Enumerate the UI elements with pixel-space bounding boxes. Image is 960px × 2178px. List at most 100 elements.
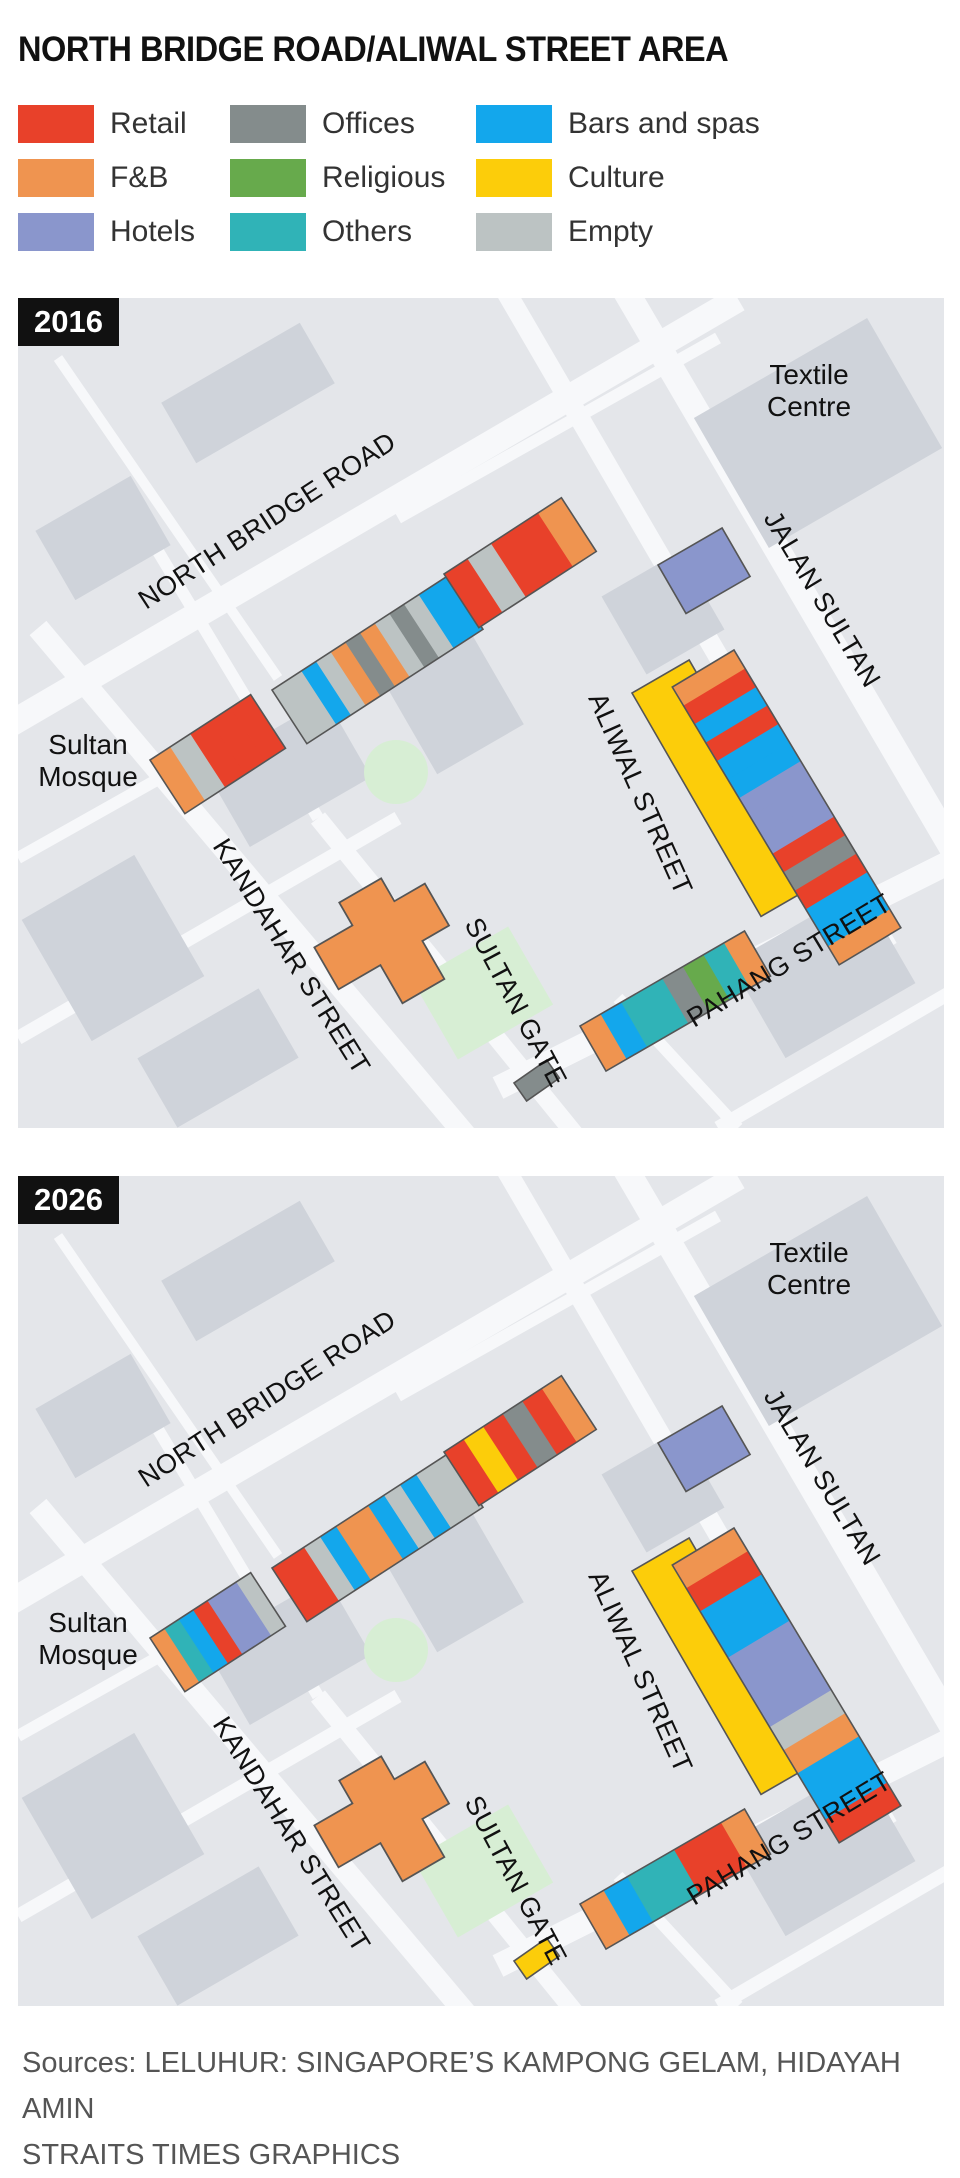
block-sultan-gate-small [512, 1936, 561, 1981]
unit-bars [418, 584, 469, 649]
map-2026: NORTH BRIDGE ROAD JALAN SULTAN ALIWAL ST… [18, 1176, 944, 2006]
block-north-bridge-right [442, 496, 598, 629]
block-outline [442, 1374, 598, 1507]
unit-bars [600, 1002, 648, 1060]
unit-retail [444, 558, 503, 628]
unit-fnb [352, 1505, 404, 1570]
block-pahang [578, 929, 772, 1073]
building-6 [137, 988, 299, 1128]
unit-fnb [721, 1808, 771, 1868]
road-minor-3 [18, 1640, 181, 1742]
legend-swatch-fnb [18, 159, 94, 197]
road-jalan-sultan [614, 298, 944, 860]
block-sultan-gate-small [512, 1058, 561, 1103]
block-outline [578, 1807, 772, 1951]
road-minor-6 [53, 355, 283, 681]
unit-retail [686, 1551, 763, 1612]
year-badge-2016: 2016 [18, 298, 119, 346]
map-2016: NORTH BRIDGE ROAD JALAN SULTAN ALIWAL ST… [18, 298, 944, 1128]
unit-bars [714, 1597, 790, 1658]
unit-empty [286, 670, 337, 735]
label-mosque-line-2: Mosque [38, 761, 138, 792]
block-aliwal-top [656, 526, 752, 615]
unit-fnb [672, 1528, 749, 1589]
road-minor-4 [714, 988, 944, 1128]
block-outline [512, 1936, 561, 1981]
unit-fnb [783, 1713, 860, 1774]
unit-fnb [828, 909, 902, 966]
label-textile-line-2: Centre [767, 1269, 851, 1300]
park-circle [364, 740, 428, 804]
unit-fnb [360, 623, 410, 687]
label-textile-line-1: Textile [769, 1237, 848, 1268]
unit-fnb [537, 497, 597, 567]
block-outline [148, 693, 287, 815]
unit-hotels [207, 1591, 258, 1655]
unit-hotels [750, 779, 824, 836]
unit-retail [772, 816, 846, 873]
block-outline [148, 1571, 287, 1693]
building-1 [161, 1200, 335, 1342]
block-outline [512, 1058, 561, 1103]
legend-swatch-empty [476, 213, 552, 251]
legend-item-fnb: F&B [18, 158, 168, 198]
map-2026-svg: NORTH BRIDGE ROAD JALAN SULTAN ALIWAL ST… [18, 1176, 944, 2006]
unit-fnb [330, 642, 381, 706]
legend-item-offices: Offices [230, 104, 415, 144]
unit-offices [514, 1059, 560, 1102]
legend-item-religious: Religious [230, 158, 445, 198]
year-badge-2026: 2026 [18, 1176, 119, 1224]
page-title: NORTH BRIDGE ROAD/ALIWAL STREET AREA [18, 30, 729, 69]
block-outline [656, 526, 752, 615]
road-jalan-sultan [614, 1176, 944, 1738]
unit-empty [316, 651, 366, 716]
building-1 [161, 322, 335, 464]
block-north-bridge-middle [270, 574, 485, 745]
unit-bars [716, 724, 790, 780]
unit-culture [514, 1937, 560, 1980]
unit-bars [178, 1609, 229, 1674]
legend-label-empty: Empty [568, 215, 654, 248]
block-jalan-sultan [671, 648, 902, 966]
unit-bars [816, 890, 890, 947]
unit-bars [433, 575, 484, 639]
block-outline [578, 929, 772, 1073]
blocks [148, 1374, 902, 1981]
legend: Retail Offices Bars and spas F&B Religio… [18, 104, 918, 274]
unit-retail [697, 1822, 748, 1882]
unit-retail [210, 707, 266, 775]
block-aliwal-top [656, 1404, 752, 1493]
legend-item-hotels: Hotels [18, 212, 195, 252]
mosque-cross-building [313, 1755, 451, 1883]
legend-label-religious: Religious [322, 161, 446, 194]
legend-swatch-culture [476, 159, 552, 197]
unit-fnb [336, 1515, 388, 1581]
unit-retail [683, 668, 757, 725]
legend-item-retail: Retail [18, 104, 187, 144]
road-kandahar [29, 620, 474, 1128]
sources-line-1: Sources: LELUHUR: SINGAPORE’S KAMPONG GE… [22, 2047, 901, 2125]
unit-hotels [739, 761, 813, 818]
building-mosque-area [21, 854, 205, 1042]
block-outline [671, 648, 902, 966]
building-mosque-area [21, 1732, 205, 1920]
road-kandahar [29, 1498, 474, 2006]
building-3 [204, 699, 372, 847]
unit-bars [320, 1526, 372, 1591]
label-textile-line-1: Textile [769, 359, 848, 390]
unit-offices [783, 835, 857, 892]
unit-retail [483, 1413, 538, 1481]
unit-retail [674, 1835, 724, 1895]
unit-bars [400, 1474, 452, 1539]
unit-fnb [672, 650, 746, 706]
unit-bars [797, 1736, 874, 1797]
unit-others [621, 990, 669, 1048]
road-north-bridge [18, 1176, 745, 1613]
label-mosque-line-2: Mosque [38, 1639, 138, 1670]
label-mosque-line-1: Sultan [48, 1607, 127, 1638]
unit-offices [345, 632, 396, 697]
block-outline [656, 1404, 752, 1493]
unit-fnb [150, 746, 206, 814]
unit-empty [304, 1536, 356, 1601]
legend-label-bars: Bars and spas [568, 107, 760, 140]
